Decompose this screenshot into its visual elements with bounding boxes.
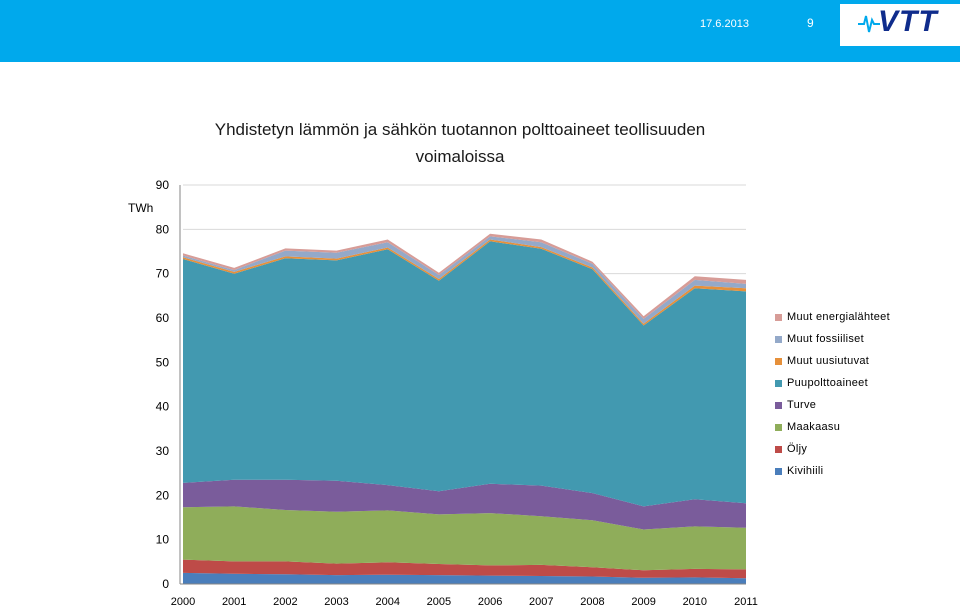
y-tick-label-0: 0 (162, 577, 169, 591)
legend-swatch-6 (775, 335, 782, 343)
area-series-0 (183, 572, 746, 584)
area-series-2 (183, 506, 746, 571)
y-tick-label-90: 90 (156, 178, 170, 192)
x-tick-label-2002: 2002 (273, 596, 297, 605)
axis-layer: 0 10 20 30 40 50 60 70 80 90 2000 2001 2002 2003 2004 2… (156, 178, 758, 605)
x-tick-label-2008: 2008 (580, 596, 604, 605)
slide-page-number: 9 (807, 16, 814, 30)
y-tick-label-80: 80 (156, 222, 170, 236)
legend-item-6: Muut fossiiliset (775, 328, 890, 350)
legend-label-1: Öljy (787, 443, 808, 455)
legend-label-6: Muut fossiiliset (787, 333, 864, 345)
slide-date: 17.6.2013 (700, 18, 749, 30)
chart-legend: Muut energialähteet Muut fossiiliset Muut … (775, 306, 890, 482)
area-series-1 (183, 559, 746, 579)
legend-swatch-5 (775, 357, 782, 365)
legend-label-5: Muut uusiutuvat (787, 355, 870, 367)
legend-item-5: Muut uusiutuvat (775, 350, 890, 372)
legend-label-7: Muut energialähteet (787, 311, 890, 323)
x-tick-label-2010: 2010 (683, 596, 707, 605)
logo-wave-icon (858, 15, 880, 33)
legend-item-4: Puupolttoaineet (775, 372, 890, 394)
logo-text: VTT (878, 5, 938, 38)
x-tick-label-2011: 2011 (734, 596, 758, 605)
x-tick-label-2005: 2005 (427, 596, 451, 605)
legend-item-2: Maakaasu (775, 416, 890, 438)
legend-item-1: Öljy (775, 438, 890, 460)
area-layer (183, 233, 746, 584)
legend-label-3: Turve (787, 399, 817, 411)
chart-title: Yhdistetyn lämmön ja sähkön tuotannon po… (170, 116, 750, 170)
chart-title-line-2: voimaloissa (415, 147, 505, 166)
legend-swatch-0 (775, 467, 782, 475)
area-series-3 (183, 479, 746, 530)
vtt-logo: VTT (840, 4, 960, 46)
y-tick-label-30: 30 (156, 444, 170, 458)
legend-swatch-3 (775, 401, 782, 409)
x-tick-label-2001: 2001 (222, 596, 246, 605)
x-tick-label-2000: 2000 (171, 596, 195, 605)
legend-item-3: Turve (775, 394, 890, 416)
legend-label-4: Puupolttoaineet (787, 377, 868, 389)
y-tick-label-10: 10 (156, 533, 170, 547)
legend-swatch-2 (775, 423, 782, 431)
y-unit-label: TWh (128, 201, 154, 215)
x-tick-label-2006: 2006 (478, 596, 502, 605)
x-tick-label-2004: 2004 (375, 596, 399, 605)
legend-swatch-7 (775, 313, 782, 321)
y-tick-label-60: 60 (156, 311, 170, 325)
legend-label-0: Kivihiili (787, 465, 824, 477)
y-tick-label-50: 50 (156, 355, 170, 369)
y-tick-label-40: 40 (156, 400, 170, 414)
area-series-4 (183, 241, 746, 507)
legend-swatch-4 (775, 379, 782, 387)
y-tick-label-20: 20 (156, 488, 170, 502)
legend-item-0: Kivihiili (775, 460, 890, 482)
x-tick-label-2009: 2009 (631, 596, 655, 605)
y-tick-label-70: 70 (156, 267, 170, 281)
chart-title-line-1: Yhdistetyn lämmön ja sähkön tuotannon po… (214, 120, 706, 139)
legend-swatch-1 (775, 445, 782, 453)
legend-label-2: Maakaasu (787, 421, 841, 433)
header-band: 17.6.2013 9 (0, 0, 960, 62)
x-tick-label-2007: 2007 (529, 596, 553, 605)
legend-item-7: Muut energialähteet (775, 306, 890, 328)
x-tick-label-2003: 2003 (324, 596, 348, 605)
